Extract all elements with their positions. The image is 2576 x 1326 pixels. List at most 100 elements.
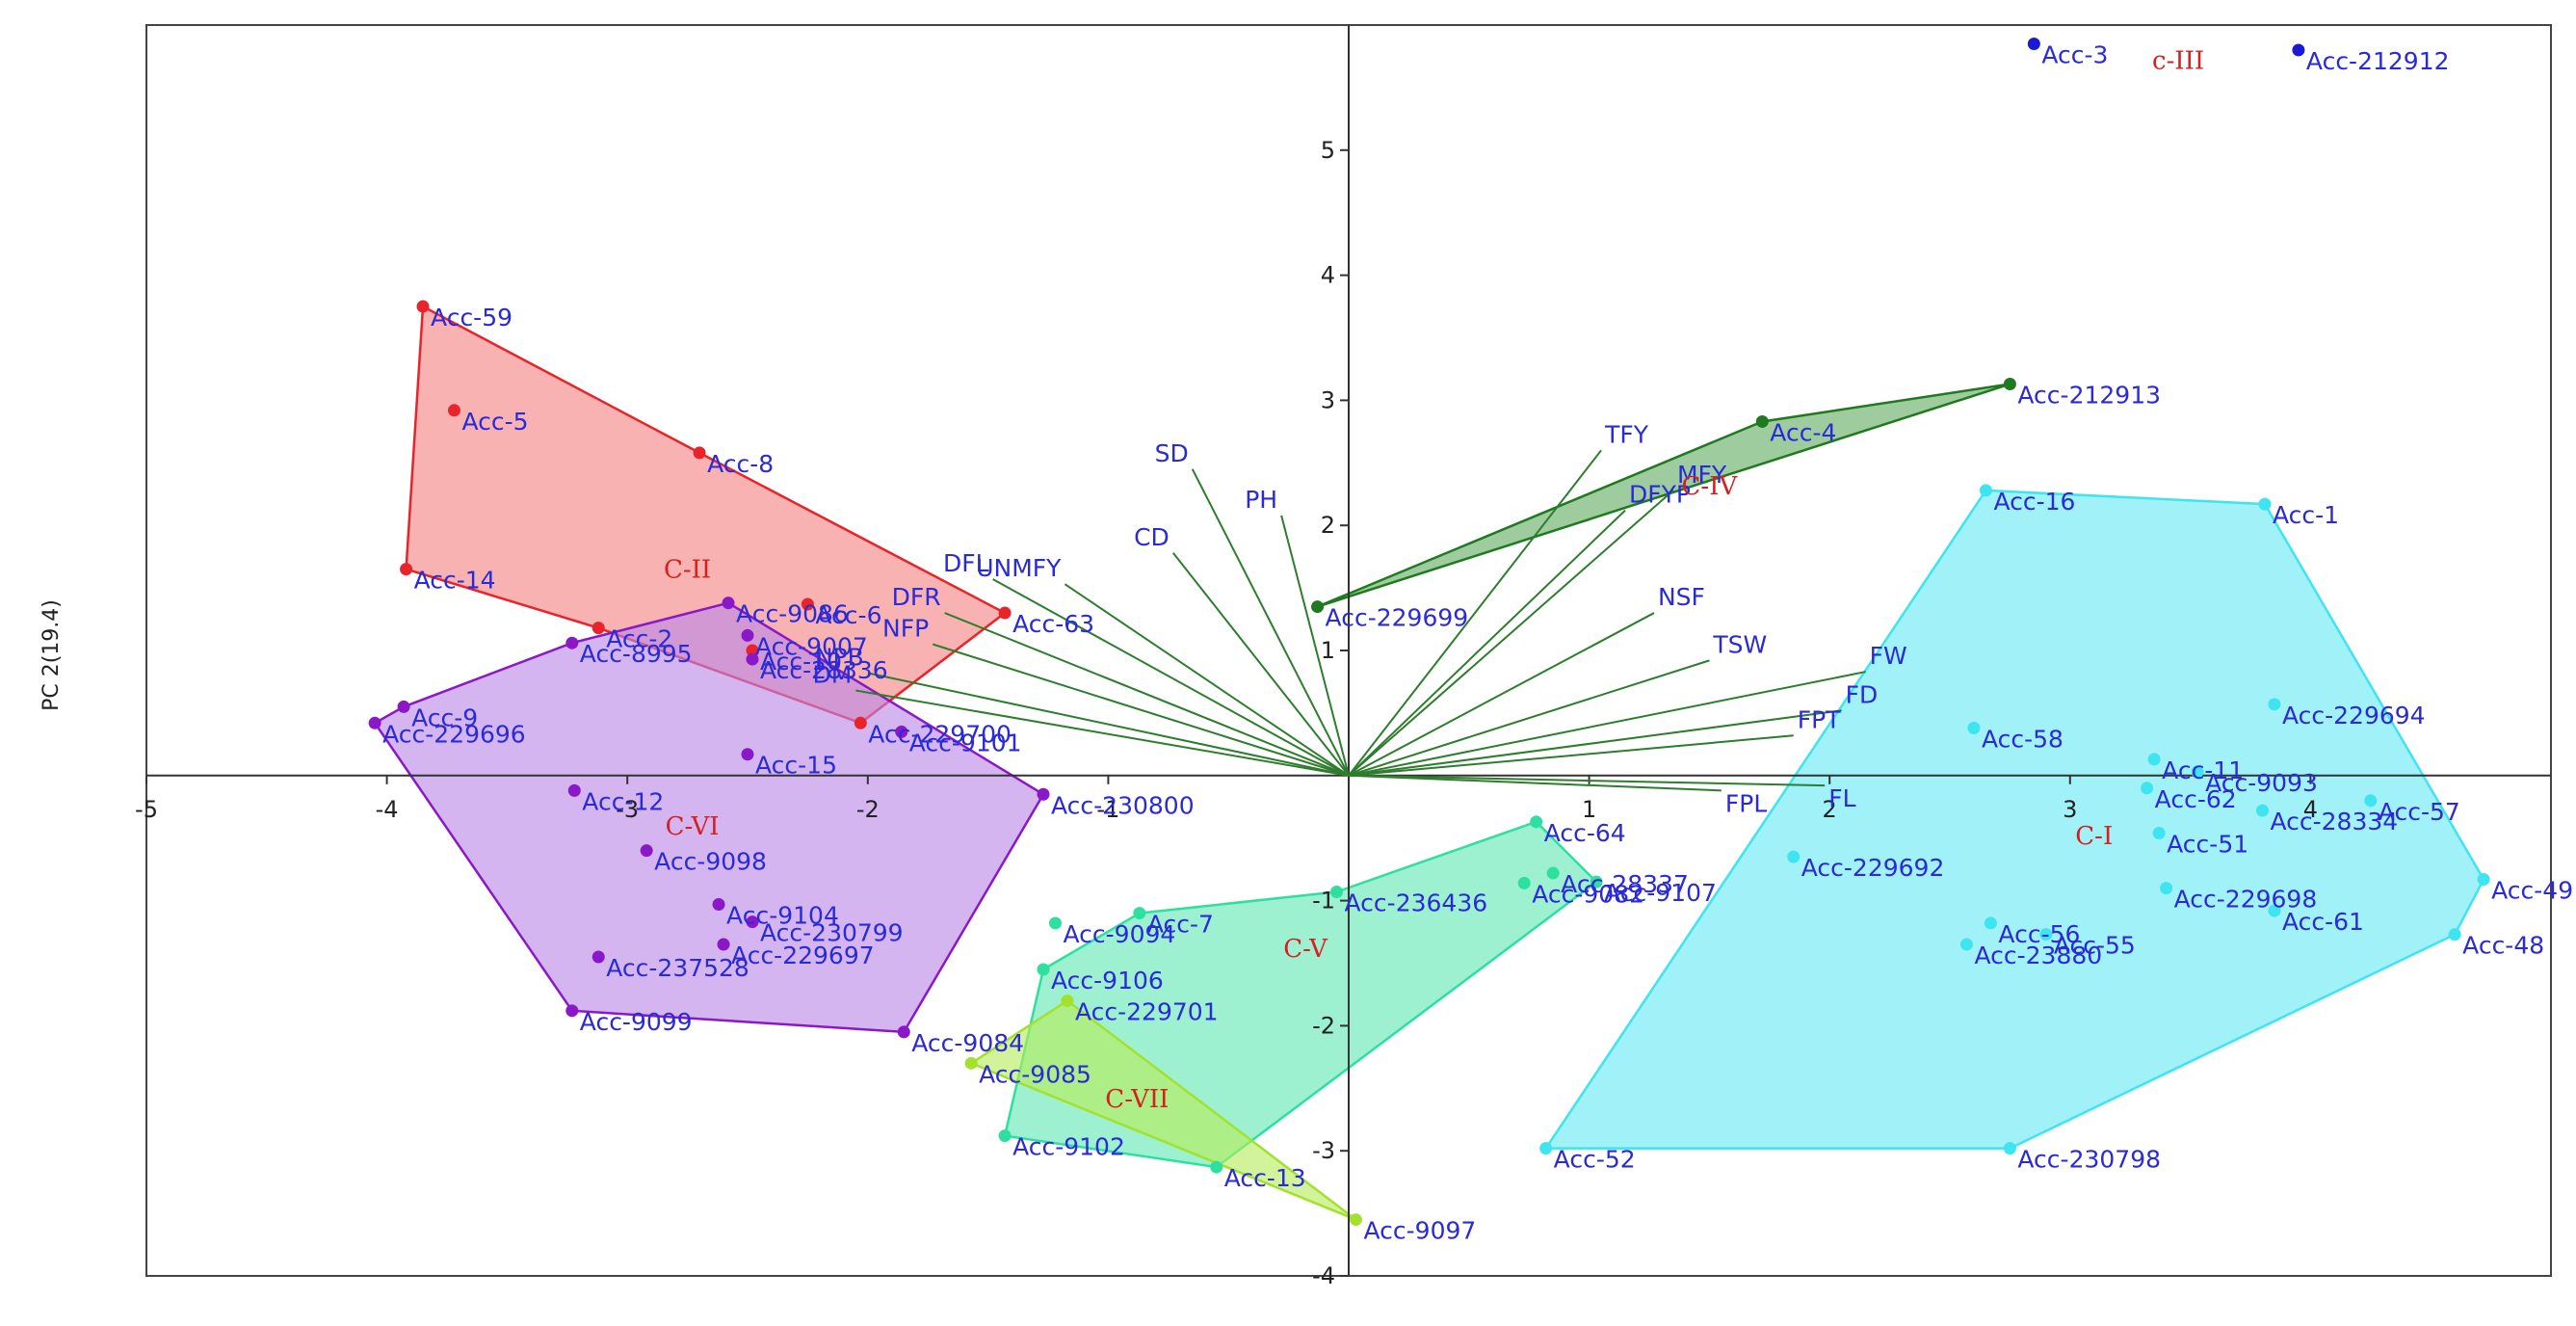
loading-vector-dfr	[944, 612, 1350, 777]
data-point	[2147, 753, 2161, 766]
data-point	[741, 748, 754, 761]
x-tick-label: -4	[376, 796, 399, 823]
point-label: Acc-7	[1147, 911, 1214, 939]
data-point	[1061, 994, 1074, 1007]
data-point	[693, 446, 706, 460]
data-point	[1037, 963, 1050, 976]
vector-label-nsf: NSF	[1658, 583, 1705, 611]
vector-label-unmfy: UNMFY	[976, 554, 1062, 582]
data-point	[591, 950, 605, 964]
point-label: Acc-236436	[1345, 889, 1488, 917]
cluster-hull-c-vii	[968, 998, 1357, 1221]
loading-vector-fpl	[1348, 774, 1722, 792]
point-label: Acc-230798	[2017, 1146, 2161, 1174]
point-label: Acc-14	[414, 567, 496, 595]
data-point	[1349, 1213, 1362, 1227]
loading-vector-fw	[1348, 671, 1866, 777]
loading-vector-fpt	[1348, 734, 1794, 777]
loading-vector-nsf	[1348, 612, 1655, 777]
data-point	[717, 938, 730, 951]
point-label: Acc-61	[2282, 908, 2364, 936]
loading-vector-ph	[1280, 515, 1350, 777]
x-tick-label: -2	[856, 796, 880, 823]
loading-vectors-layer	[855, 449, 1866, 792]
loading-vector-dfl	[992, 578, 1350, 777]
loading-vector-npb	[867, 672, 1350, 777]
point-label: Acc-9094	[1063, 920, 1175, 948]
data-point	[2255, 804, 2269, 817]
point-label: Acc-8995	[580, 640, 693, 668]
data-point	[2160, 882, 2173, 895]
cluster-label-c-vii: C-VII	[1105, 1085, 1169, 1114]
data-point	[565, 636, 579, 650]
data-point	[1755, 414, 1769, 428]
data-point	[1984, 916, 1997, 930]
data-point	[640, 844, 653, 858]
loading-vector-mfy	[1348, 490, 1674, 777]
data-point	[746, 644, 759, 657]
loading-vector-fl	[1348, 774, 1826, 787]
cluster-label-c-v: C-V	[1283, 935, 1328, 964]
vector-label-tsw: TSW	[1712, 630, 1767, 658]
point-label: Acc-28336	[760, 656, 888, 684]
data-point	[1037, 787, 1050, 801]
data-point	[1133, 907, 1146, 920]
point-label: Acc-55	[2054, 932, 2136, 960]
cluster-hull-c-iv	[1317, 383, 2011, 608]
data-point	[712, 897, 725, 911]
cluster-label-c-ii: C-II	[664, 556, 711, 585]
point-label: Acc-229699	[1326, 604, 1469, 632]
point-label: Acc-9082	[1532, 880, 1644, 908]
data-point	[2258, 497, 2272, 511]
data-point	[746, 652, 759, 666]
point-label: Acc-229694	[2282, 702, 2426, 729]
point-label: Acc-51	[2167, 831, 2248, 859]
loading-vector-unmfy	[1064, 583, 1350, 777]
vector-label-fw: FW	[1870, 642, 1907, 670]
vector-label-dm: DM	[812, 661, 852, 689]
point-label: Acc-229696	[382, 720, 526, 748]
point-label: Acc-57	[2379, 798, 2460, 826]
point-label: Acc-9104	[726, 901, 839, 929]
point-label: Acc-63	[1012, 610, 1094, 638]
data-point	[1048, 916, 1062, 930]
point-label: Acc-1	[2273, 501, 2339, 529]
point-label: Acc-56	[1998, 920, 2080, 948]
loading-vector-tsw	[1348, 659, 1710, 777]
loading-vector-cd	[1172, 552, 1350, 777]
vector-label-cd: CD	[1134, 523, 1170, 551]
data-point	[447, 404, 460, 417]
data-point	[746, 915, 759, 929]
data-point	[722, 597, 735, 610]
y-tick-label: 1	[1321, 637, 1335, 664]
data-point	[1590, 875, 1603, 888]
x-tick-label: -5	[135, 796, 158, 823]
loading-vector-dm	[855, 689, 1350, 777]
point-label: Acc-28337	[1561, 870, 1689, 898]
data-point	[2292, 43, 2305, 57]
point-label: Acc-5	[461, 408, 528, 436]
point-label: Acc-229698	[2174, 886, 2318, 914]
point-label: Acc-9086	[736, 600, 849, 628]
data-point	[2141, 782, 2154, 795]
point-label: Acc-28334	[2270, 808, 2398, 835]
point-label: Acc-15	[755, 752, 837, 780]
y-tick-label: 3	[1321, 386, 1335, 413]
y-tick-label: -3	[1312, 1137, 1335, 1164]
cluster-label-c-iii: c-III	[2152, 46, 2204, 75]
point-label: Acc-212913	[2017, 382, 2161, 410]
vector-label-tfy: TFY	[1604, 420, 1649, 448]
data-point	[801, 597, 814, 611]
vector-label-dfr: DFR	[892, 583, 941, 611]
data-point	[1539, 1142, 1553, 1155]
data-point	[2003, 378, 2016, 391]
point-label: Acc-9099	[580, 1008, 693, 1036]
point-label: Acc-3	[2041, 40, 2108, 68]
loading-vector-dfyp	[1348, 509, 1626, 777]
y-tick-label: 2	[1321, 512, 1335, 539]
point-label: Acc-9097	[1363, 1217, 1476, 1245]
loading-vector-sd	[1191, 468, 1350, 777]
x-tick-label: 4	[2303, 796, 2318, 823]
